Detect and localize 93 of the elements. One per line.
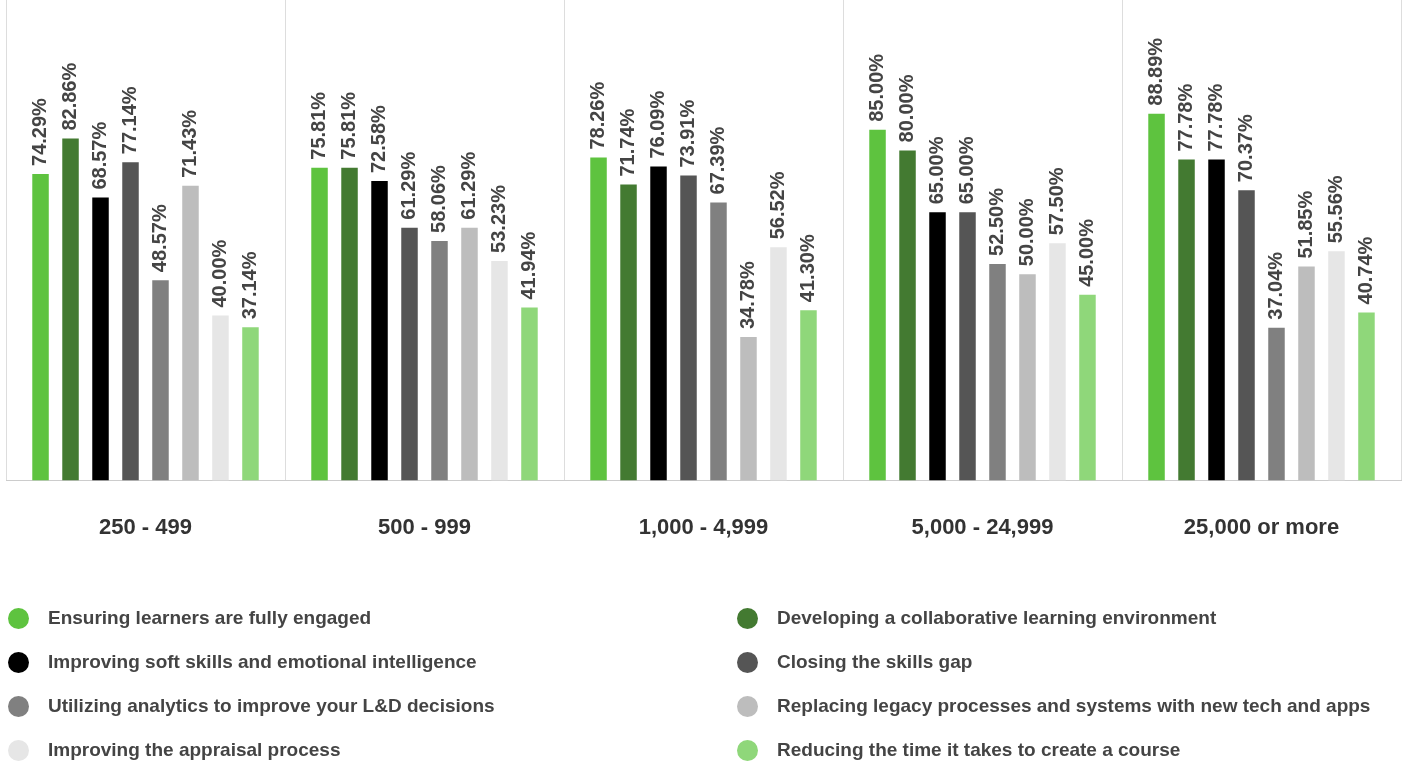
data-label: 75.81% (307, 91, 330, 160)
data-label: 70.37% (1234, 114, 1257, 183)
bar (182, 185, 199, 481)
data-label: 82.86% (58, 62, 81, 131)
data-label: 72.58% (367, 105, 390, 174)
bar (899, 150, 916, 481)
data-label: 45.00% (1074, 218, 1097, 287)
bar (959, 212, 976, 481)
data-label: 65.00% (925, 136, 948, 205)
data-label: 57.50% (1045, 167, 1067, 236)
data-label: 77.78% (1204, 83, 1227, 152)
bar (929, 212, 946, 481)
bar (1268, 327, 1285, 481)
bar (1049, 243, 1066, 481)
bar (491, 260, 508, 481)
data-label: 80.00% (895, 74, 918, 143)
x-tick-label: 25,000 or more (1183, 513, 1340, 539)
bar (590, 157, 607, 481)
bar (1178, 159, 1195, 481)
data-label: 77.14% (118, 86, 141, 155)
bar (371, 181, 388, 481)
legend-label: Closing the skills gap (777, 651, 973, 673)
x-tick-label: 1,000 - 4,999 (638, 513, 769, 539)
data-label: 37.14% (237, 251, 260, 320)
data-label: 61.29% (457, 151, 479, 220)
data-label: 56.52% (766, 171, 788, 240)
data-label: 76.09% (646, 90, 669, 159)
data-label: 71.74% (616, 108, 639, 177)
data-label: 48.57% (148, 204, 171, 273)
data-label: 71.43% (178, 109, 200, 178)
bar (620, 184, 637, 481)
bar (1019, 274, 1036, 481)
bar (122, 162, 139, 481)
data-label: 40.00% (208, 239, 230, 308)
bar (431, 240, 448, 481)
data-label: 73.91% (676, 99, 699, 168)
bar (461, 227, 478, 481)
bar (311, 167, 328, 481)
bar (680, 175, 697, 481)
bar (341, 167, 358, 481)
legend-label: Improving soft skills and emotional intelligence (48, 651, 477, 673)
data-label: 41.94% (516, 231, 539, 300)
legend-label: Improving the appraisal process (48, 739, 341, 761)
bar (521, 307, 538, 481)
bar (740, 337, 757, 481)
bar (1148, 113, 1165, 481)
bar (710, 202, 727, 481)
x-tick-label: 250 - 499 (99, 513, 192, 539)
bar (1328, 251, 1345, 481)
data-label: 65.00% (955, 136, 978, 205)
legend-label: Reducing the time it takes to create a course (777, 739, 1181, 761)
data-label: 40.74% (1353, 236, 1376, 305)
data-label: 74.29% (28, 97, 51, 166)
bar (869, 129, 886, 481)
data-label: 34.78% (736, 261, 758, 330)
bar (989, 263, 1006, 481)
bar (401, 227, 418, 481)
bar (62, 138, 79, 481)
x-tick-label: 500 - 999 (378, 513, 471, 539)
data-label: 61.29% (397, 151, 420, 220)
bar (92, 197, 109, 481)
data-label: 85.00% (865, 53, 888, 122)
data-label: 67.39% (706, 126, 729, 195)
data-label: 78.26% (586, 81, 609, 150)
bar (212, 315, 229, 481)
bar (242, 327, 259, 481)
legend-label: Replacing legacy processes and systems with new tech and apps (777, 695, 1371, 717)
bar (1358, 312, 1375, 481)
bar (1079, 294, 1096, 481)
x-tick-label: 5,000 - 24,999 (911, 513, 1054, 539)
bar (152, 280, 169, 481)
bar (650, 166, 667, 481)
data-label: 37.04% (1264, 251, 1287, 320)
bar (32, 173, 49, 481)
legend-label: Utilizing analytics to improve your L&D decisions (48, 695, 495, 717)
data-label: 58.06% (427, 164, 450, 233)
data-label: 68.57% (88, 121, 111, 190)
bar (1238, 190, 1255, 481)
data-label: 52.50% (985, 187, 1008, 256)
data-label: 77.78% (1174, 83, 1197, 152)
legend-label: Ensuring learners are fully engaged (48, 607, 372, 629)
bar (800, 310, 817, 481)
data-label: 75.81% (337, 91, 360, 160)
data-label: 55.56% (1324, 175, 1346, 244)
legend-label: Developing a collaborative learning environment (777, 607, 1217, 629)
bar (1298, 266, 1315, 481)
data-label: 41.30% (795, 234, 818, 303)
data-label: 53.23% (487, 184, 509, 253)
bar (1208, 159, 1225, 481)
data-label: 51.85% (1294, 190, 1316, 259)
data-label: 88.89% (1144, 37, 1167, 106)
bar (770, 247, 787, 481)
data-label: 50.00% (1015, 198, 1037, 267)
